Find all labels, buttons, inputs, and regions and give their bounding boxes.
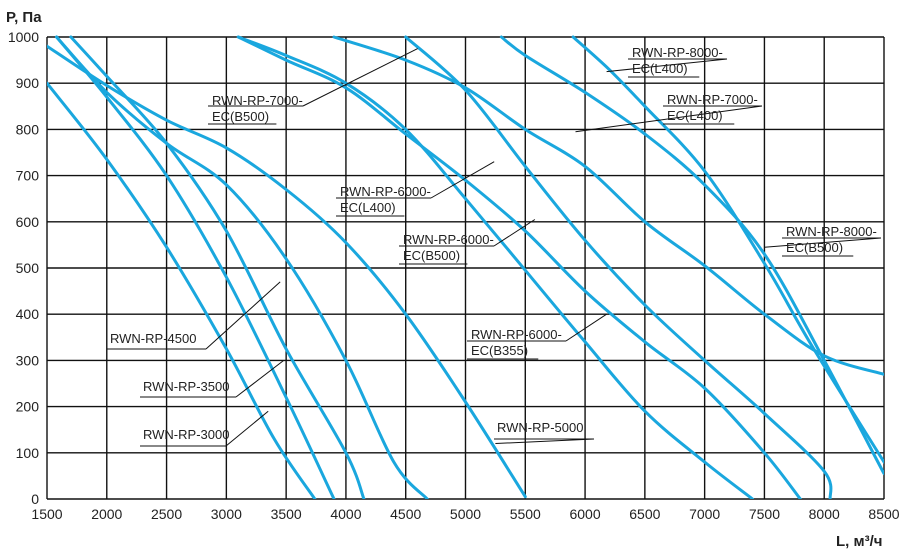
- x-tick-label: 6000: [569, 506, 600, 522]
- series-label-rwn-rp-5000: RWN-RP-5000: [497, 420, 583, 435]
- y-tick-label: 1000: [8, 29, 39, 45]
- x-tick-label: 8000: [809, 506, 840, 522]
- y-axis-title: P, Па: [6, 9, 42, 26]
- leader-rwn-rp-6000-ec-b355-: [565, 313, 607, 342]
- x-tick-label: 3500: [271, 506, 302, 522]
- series-label-rwn-rp-7000-ec-b500-: RWN-RP-7000-: [212, 93, 303, 108]
- x-tick-label: 6500: [629, 506, 660, 522]
- leader-rwn-rp-6000-ec-b500-: [493, 219, 536, 247]
- series-label-rwn-rp-6000-ec-b355-: RWN-RP-6000-: [471, 327, 562, 342]
- curve-rwn-rp-5000: [47, 44, 527, 499]
- y-tick-label: 500: [16, 260, 40, 276]
- x-tick-label: 3000: [211, 506, 242, 522]
- leader-rwn-rp-7000-ec-l400-: [575, 105, 763, 133]
- series-label-rwn-rp-8000-ec-b500-: EC(B500): [786, 240, 843, 255]
- y-tick-label: 300: [16, 352, 40, 368]
- x-tick-label: 5000: [450, 506, 481, 522]
- leader-rwn-rp-4500: [205, 281, 281, 350]
- series-label-rwn-rp-8000-ec-l400-: EC(L400): [632, 61, 688, 76]
- curve-rwn-rp-8000-ec-b500-: [571, 35, 884, 464]
- curve-rwn-rp-6000-ec-b355-: [404, 35, 833, 499]
- series-label-rwn-rp-6000-ec-b355-: EC(B355): [471, 343, 528, 358]
- series-label-rwn-rp-6000-ec-b500-: RWN-RP-6000-: [403, 232, 494, 247]
- curve-rwn-rp-6000-ec-b500-: [236, 35, 802, 499]
- curve-rwn-rp-3500: [55, 35, 336, 499]
- x-tick-label: 2500: [151, 506, 182, 522]
- leader-rwn-rp-3000: [225, 410, 269, 447]
- callouts: RWN-RP-3000 RWN-RP-3500 RWN-RP-4500 RWN-RP-…: [107, 45, 882, 447]
- series-label-rwn-rp-3500: RWN-RP-3500: [143, 379, 229, 394]
- y-tick-label: 200: [16, 399, 40, 415]
- y-tick-label: 900: [16, 75, 40, 91]
- curve-rwn-rp-6000-ec-l400-: [236, 35, 754, 499]
- y-tick-label: 600: [16, 214, 40, 230]
- x-tick-label: 5500: [510, 506, 541, 522]
- series-label-rwn-rp-4500: RWN-RP-4500: [110, 331, 196, 346]
- curve-rwn-rp-7000-ec-l400-: [332, 35, 884, 376]
- x-tick-label: 7000: [689, 506, 720, 522]
- series-label-rwn-rp-8000-ec-l400-: RWN-RP-8000-: [632, 45, 723, 60]
- y-tick-label: 800: [16, 121, 40, 137]
- series-label-rwn-rp-3000: RWN-RP-3000: [143, 427, 229, 442]
- series-label-rwn-rp-7000-ec-b500-: EC(B500): [212, 109, 269, 124]
- curve-rwn-rp-7000-ec-b500-: [55, 35, 429, 499]
- y-tick-label: 400: [16, 306, 40, 322]
- x-tick-label: 1500: [31, 506, 62, 522]
- y-tick-label: 0: [31, 491, 39, 507]
- x-tick-label: 4000: [330, 506, 361, 522]
- x-tick-label: 8500: [868, 506, 899, 522]
- series-label-rwn-rp-6000-ec-l400-: EC(L400): [340, 200, 396, 215]
- x-tick-label: 7500: [749, 506, 780, 522]
- leader-rwn-rp-6000-ec-l400-: [430, 161, 495, 199]
- leader-rwn-rp-3500: [235, 360, 285, 398]
- y-tick-label: 700: [16, 168, 40, 184]
- leader-rwn-rp-7000-ec-b500-: [302, 48, 418, 107]
- series-label-rwn-rp-6000-ec-l400-: RWN-RP-6000-: [340, 184, 431, 199]
- series-label-rwn-rp-8000-ec-b500-: RWN-RP-8000-: [786, 224, 877, 239]
- series-label-rwn-rp-7000-ec-l400-: RWN-RP-7000-: [667, 92, 758, 107]
- x-tick-label: 4500: [390, 506, 421, 522]
- curve-rwn-rp-4500: [69, 35, 366, 499]
- y-tick-label: 100: [16, 445, 40, 461]
- curve-rwn-rp-3000: [47, 81, 317, 499]
- leader-rwn-rp-8000-ec-l400-: [606, 58, 728, 73]
- series-label-rwn-rp-7000-ec-l400-: EC(L400): [667, 108, 723, 123]
- tick-labels: 1500 2000 2500 3000 3500 4000 4500 5000 5500 6000…: [8, 29, 900, 522]
- curves: [47, 35, 884, 499]
- series-label-rwn-rp-6000-ec-b500-: EC(B500): [403, 248, 460, 263]
- leader-rwn-rp-5000: [495, 438, 595, 445]
- x-tick-label: 2000: [91, 506, 122, 522]
- x-axis-title: L, м³/ч: [836, 533, 882, 550]
- curve-rwn-rp-8000-ec-l400-: [499, 35, 884, 476]
- leader-rwn-rp-8000-ec-b500-: [764, 237, 882, 248]
